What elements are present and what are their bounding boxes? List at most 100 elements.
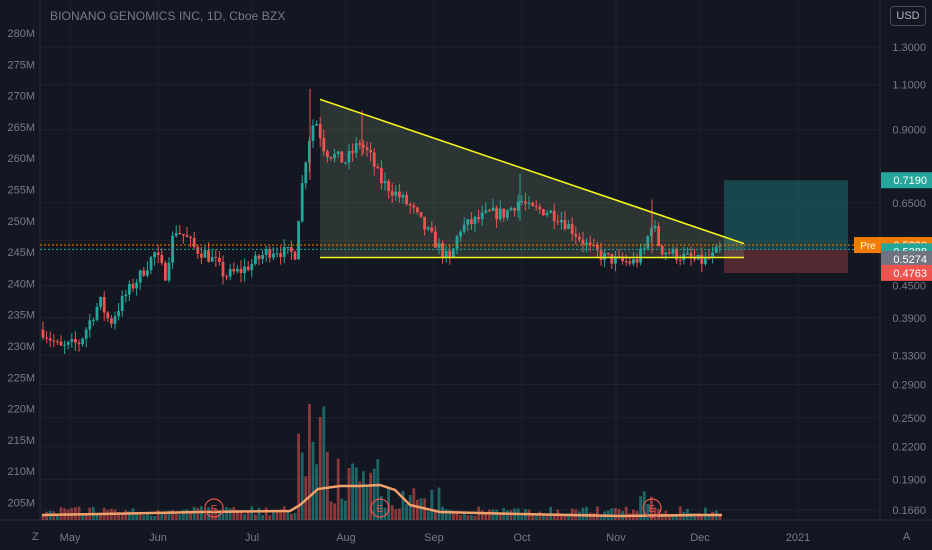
- price-label-value: 0.4763: [893, 268, 927, 280]
- volume-bar: [509, 510, 513, 520]
- candle-body: [470, 219, 473, 225]
- volume-bar: [642, 491, 646, 520]
- volume-bar: [153, 515, 156, 520]
- candle-body: [693, 257, 696, 260]
- left-axis-tick: 210M: [7, 466, 35, 478]
- volume-bar: [668, 514, 671, 520]
- left-axis-tick: 250M: [7, 216, 35, 228]
- volume-bar: [218, 512, 221, 520]
- candle-body: [423, 216, 426, 230]
- volume-bar: [437, 487, 441, 520]
- volume-bar: [185, 509, 189, 520]
- candle-body: [164, 262, 167, 281]
- zoom-button[interactable]: Z: [32, 531, 39, 543]
- candle-body: [596, 244, 599, 251]
- candle-body: [574, 234, 578, 237]
- x-axis-label: Aug: [336, 532, 356, 544]
- candle-body: [358, 143, 362, 145]
- volume-bar: [272, 509, 275, 520]
- candle-body: [426, 227, 430, 230]
- candle-body: [156, 252, 160, 256]
- earnings-marker-label: E: [211, 504, 218, 515]
- candle-body: [203, 250, 207, 258]
- volume-bar: [117, 511, 120, 520]
- volume-bar: [498, 513, 502, 520]
- candle-body: [668, 252, 671, 254]
- volume-bar: [412, 488, 416, 520]
- auto-scale-button[interactable]: A: [903, 531, 911, 543]
- candle-body: [444, 250, 448, 258]
- candle-body: [484, 210, 488, 213]
- volume-bar: [120, 514, 124, 520]
- right-axis-tick: 0.3900: [892, 313, 926, 325]
- candle-body: [232, 269, 236, 272]
- volume-bar: [480, 510, 484, 520]
- volume-bar: [426, 511, 430, 520]
- volume-bar: [614, 508, 617, 520]
- volume-bar: [146, 514, 149, 520]
- candle-body: [509, 208, 513, 211]
- volume-bar: [675, 515, 678, 520]
- candle-body: [81, 338, 84, 345]
- volume-bar: [275, 511, 279, 520]
- volume-bar: [311, 441, 315, 520]
- candle-body: [581, 239, 585, 245]
- candle-body: [718, 245, 722, 247]
- candle-body: [563, 219, 567, 229]
- volume-bar: [430, 489, 434, 520]
- candle-body: [416, 207, 419, 213]
- candle-body: [102, 297, 106, 313]
- candle-body: [174, 233, 178, 236]
- candle-body: [347, 150, 351, 163]
- volume-bar: [243, 514, 246, 520]
- volume-bar: [297, 433, 300, 520]
- right-axis-tick: 1.1000: [892, 80, 926, 92]
- volume-bar: [358, 481, 362, 520]
- candle-body: [495, 207, 498, 220]
- candle-body: [66, 341, 70, 345]
- candle-body: [401, 194, 405, 198]
- volume-bar: [304, 476, 308, 520]
- candle-body: [120, 295, 124, 311]
- left-axis-tick: 225M: [7, 372, 35, 384]
- candle-body: [264, 249, 268, 255]
- candle-body: [711, 252, 714, 259]
- volume-bar: [257, 507, 261, 520]
- candle-body: [228, 269, 232, 277]
- candle-body: [99, 297, 102, 307]
- earnings-marker-label: E: [377, 504, 384, 515]
- candle-body: [160, 255, 164, 263]
- volume-bar: [347, 468, 351, 520]
- right-axis-tick: 0.1900: [892, 475, 926, 487]
- left-axis-tick: 275M: [7, 59, 35, 71]
- volume-bar: [268, 515, 272, 520]
- candle-body: [185, 235, 189, 238]
- currency-selector[interactable]: USD: [890, 6, 926, 26]
- volume-bar: [473, 515, 477, 520]
- candle-body: [538, 206, 542, 210]
- candle-body: [578, 236, 581, 240]
- candle-body: [488, 210, 491, 212]
- volume-bar: [318, 416, 322, 520]
- volume-bar: [718, 514, 722, 520]
- candle-body: [700, 254, 704, 264]
- volume-bar: [99, 514, 102, 520]
- left-axis-tick: 230M: [7, 341, 35, 353]
- volume-bar: [261, 515, 264, 520]
- volume-bar: [246, 512, 250, 520]
- earnings-marker: [204, 498, 224, 518]
- candle-body: [300, 183, 304, 222]
- candle-body: [210, 256, 214, 262]
- volume-bar: [491, 509, 495, 520]
- volume-bar: [354, 467, 358, 520]
- x-axis-label: Jul: [245, 532, 259, 544]
- volume-bar: [380, 495, 383, 520]
- candle-body: [207, 250, 210, 262]
- candle-body: [459, 231, 462, 237]
- volume-bar: [455, 510, 459, 520]
- candle-body: [606, 253, 610, 255]
- candle-body: [646, 236, 650, 249]
- volume-bar: [264, 507, 268, 520]
- candle-body: [84, 329, 88, 339]
